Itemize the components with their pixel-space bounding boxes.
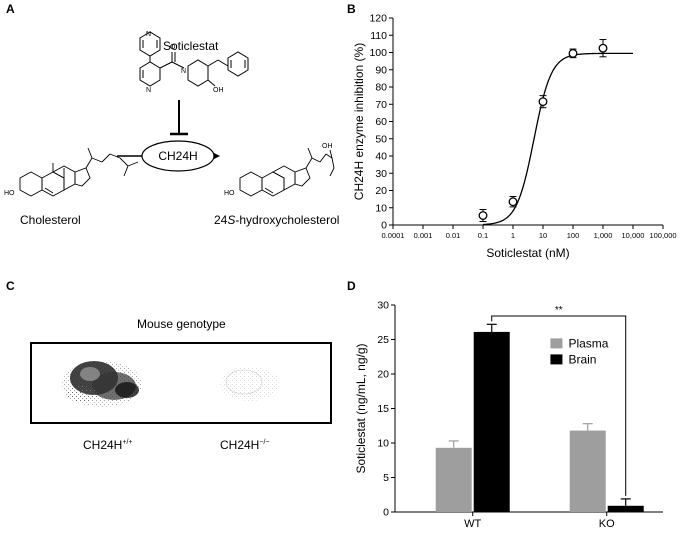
oh-sidechain: OH — [322, 143, 333, 150]
legend-swatch-brain — [550, 354, 563, 365]
product-name: 24S-hydroxycholesterol — [214, 213, 339, 227]
legend-label-brain: Brain — [568, 352, 596, 366]
x-tick-label: 1,000 — [594, 231, 613, 240]
x-tick-label: 10,000 — [622, 231, 645, 240]
data-point — [508, 197, 518, 207]
substrate-name: Cholesterol — [20, 213, 81, 227]
x-tick-label: 0.0001 — [382, 231, 405, 240]
x-tick-label: 10 — [539, 231, 547, 240]
x-tick-label: 100 — [567, 231, 580, 240]
x-tick-label: 1 — [511, 231, 515, 240]
data-point — [478, 211, 488, 220]
drug-name: Soticlestat — [163, 39, 219, 53]
x-tick-label: 0.01 — [446, 231, 461, 240]
x-tick-label: WT — [464, 518, 481, 530]
legend-label-plasma: Plasma — [568, 336, 608, 350]
y-tick-label: 20 — [377, 369, 389, 381]
y-tick-label: 10 — [377, 438, 389, 450]
genotype-wt-label: CH24H+/+ — [83, 438, 133, 452]
significance-label: ** — [555, 305, 563, 316]
y-tick-label: 110 — [370, 30, 387, 42]
y-axis-label: CH24H enzyme inhibition (%) — [352, 43, 366, 200]
y-axis-label: Soticlestat (ng/mL, ng/g) — [354, 343, 368, 473]
y-tick-label: 80 — [375, 82, 387, 94]
x-axis-label: Soticlestat (nM) — [486, 246, 569, 260]
autoradiograph-frame — [30, 342, 332, 424]
y-tick-label: 25 — [377, 334, 389, 346]
wt-brain-section — [62, 361, 142, 407]
n-atom-1: N — [146, 31, 151, 38]
y-tick-label: 70 — [375, 99, 387, 111]
y-tick-label: 40 — [375, 151, 387, 163]
enzyme-ellipse — [141, 140, 215, 172]
bar-brain — [607, 505, 644, 512]
panel-label-b: B — [347, 2, 356, 16]
y-tick-label: 10 — [375, 202, 387, 214]
y-tick-label: 120 — [369, 13, 387, 25]
genotype-ko-label: CH24H−/− — [220, 438, 270, 452]
bar-plasma — [569, 430, 606, 512]
brain-section-images — [62, 361, 280, 407]
bar-brain — [473, 331, 510, 512]
fit-curve — [482, 52, 633, 226]
n-atom-3: N — [181, 68, 186, 75]
brain-plasma-bar-chart: 0 5 10 15 20 25 30 Soticlestat (ng/mL, ng/g) WT K… — [354, 300, 663, 530]
reaction-scheme: N N N O OH Soticlestat Soticlestat CH24H… — [4, 31, 339, 227]
y-tick-label: 30 — [375, 168, 387, 180]
x-tick-label: KO — [599, 518, 615, 530]
hydroxycholesterol-structure — [239, 147, 335, 197]
y-tick-label: 50 — [375, 133, 387, 145]
data-point — [538, 97, 548, 107]
x-tick-label: 100,000 — [649, 231, 676, 240]
y-tick-label: 100 — [369, 47, 387, 59]
ko-brain-section — [220, 367, 280, 401]
y-tick-label: 15 — [377, 403, 389, 415]
enzyme-label: CH24H — [158, 149, 197, 163]
legend-swatch-plasma — [550, 338, 563, 349]
y-tick-label: 0 — [383, 507, 389, 519]
n-atom-2: N — [146, 87, 151, 94]
panel-label-c: C — [6, 279, 15, 293]
oh-product: HO — [224, 190, 235, 197]
significance-bracket — [491, 315, 627, 496]
panel-label-a: A — [6, 2, 15, 16]
y-tick-label: 20 — [375, 185, 387, 197]
bar-plasma — [435, 447, 472, 512]
oh-substrate: HO — [4, 190, 15, 197]
cholesterol-structure — [19, 147, 139, 197]
y-tick-label: 5 — [383, 472, 389, 484]
panel-label-d: D — [347, 279, 356, 293]
y-tick-label: 90 — [375, 64, 387, 76]
data-point — [568, 48, 578, 58]
y-tick-label: 0 — [381, 220, 387, 232]
y-tick-label: 30 — [377, 300, 389, 312]
x-tick-label: 0.001 — [414, 231, 433, 240]
data-point — [598, 43, 608, 53]
o-atom: O — [170, 44, 176, 51]
oh-piperidine: OH — [213, 87, 224, 94]
panel-c-title: Mouse genotype — [137, 317, 226, 331]
x-tick-label: 0.1 — [478, 231, 488, 240]
soticlestat-structure — [139, 31, 249, 87]
y-tick-label: 60 — [375, 116, 387, 128]
